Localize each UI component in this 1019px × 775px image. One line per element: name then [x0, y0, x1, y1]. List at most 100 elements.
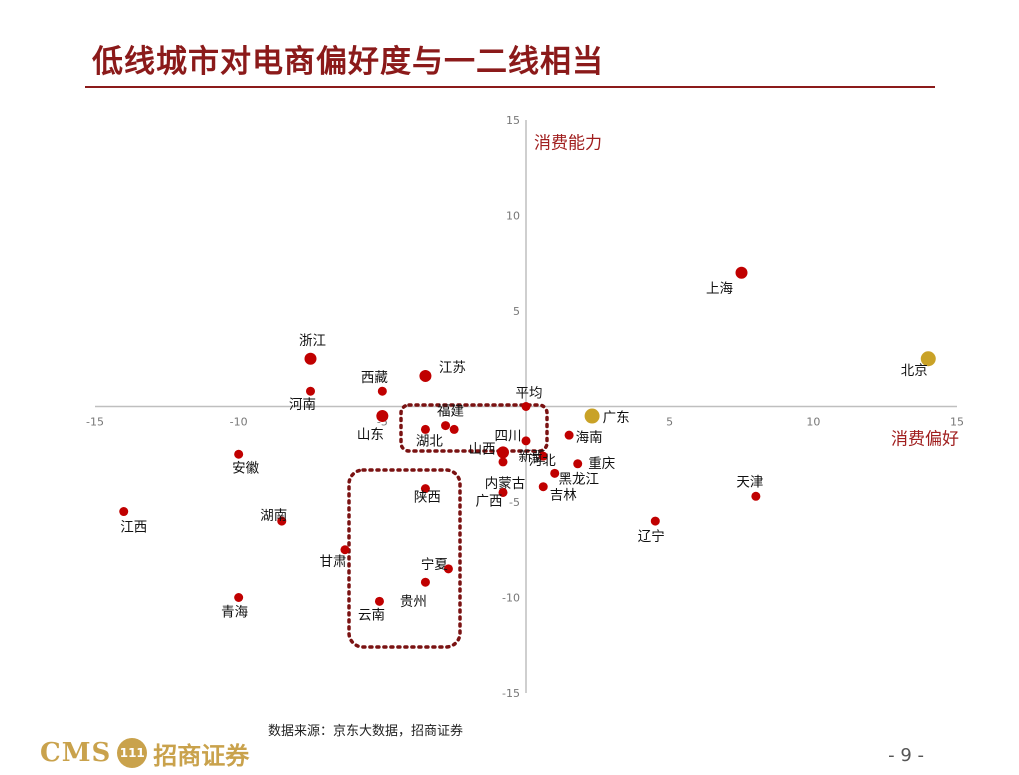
chart-point: 江苏	[419, 360, 466, 382]
data-point	[376, 410, 389, 423]
slide-title: 低线城市对电商偏好度与一二线相当	[92, 44, 604, 80]
chart-point: 天津	[736, 474, 763, 501]
y-tick-label: -15	[502, 687, 520, 700]
point-label: 福建	[437, 404, 464, 420]
point-label: 青海	[221, 605, 248, 621]
highlight-box-central	[399, 403, 549, 453]
data-point	[234, 593, 244, 602]
data-point	[119, 507, 129, 517]
company-logo: CMS 111 招商证券	[40, 733, 249, 773]
point-label: 安徽	[232, 460, 259, 476]
chart-point: 云南	[358, 596, 385, 623]
chart-point: 重庆	[573, 456, 615, 472]
chart-point: 平均	[516, 386, 543, 411]
point-label: 西藏	[361, 370, 388, 386]
data-point	[377, 386, 387, 396]
point-label: 广东	[603, 410, 630, 426]
point-label: 山西	[469, 441, 496, 457]
point-label: 内蒙古	[485, 476, 526, 492]
data-point	[920, 351, 936, 367]
data-point	[498, 457, 508, 467]
chart-point: 海南	[564, 430, 603, 446]
point-label: 江西	[120, 520, 147, 536]
point-label: 河北	[529, 453, 557, 469]
point-label: 河南	[289, 397, 316, 413]
chart-point: 西藏	[361, 370, 388, 396]
x-tick-label: 5	[666, 416, 673, 429]
point-label: 天津	[736, 474, 763, 490]
chart-point: 浙江	[299, 333, 326, 365]
chart-point: 贵州	[400, 577, 430, 610]
x-tick-label: 15	[950, 416, 964, 429]
point-label: 湖北	[416, 433, 443, 449]
data-point	[420, 577, 430, 587]
data-point	[234, 449, 244, 459]
point-label: 云南	[358, 607, 385, 623]
point-label: 新疆	[519, 449, 546, 465]
data-point	[441, 421, 451, 431]
title-divider	[85, 86, 935, 88]
point-label: 北京	[901, 363, 928, 379]
chart-point: 陕西	[414, 484, 441, 506]
x-tick-label: -15	[86, 416, 104, 429]
point-label: 宁夏	[421, 556, 448, 573]
y-tick-label: 15	[506, 114, 520, 127]
chart-point: 宁夏	[421, 556, 453, 574]
data-point	[550, 468, 560, 478]
chart-point: 广东	[584, 408, 630, 426]
chart-point: 甘肃	[319, 545, 350, 570]
chart-point: 辽宁	[638, 516, 665, 545]
point-label: 山东	[357, 427, 384, 443]
data-point	[497, 446, 510, 459]
data-point	[521, 436, 531, 446]
point-label: 甘肃	[319, 554, 346, 570]
data-point	[650, 516, 660, 526]
data-point	[277, 516, 287, 526]
y-tick-label: -10	[502, 592, 520, 605]
data-point	[538, 482, 548, 492]
chart-point: 新疆	[519, 436, 546, 465]
x-axis-label: 消费偏好	[891, 430, 959, 450]
y-tick-label: -5	[509, 496, 520, 509]
chart-point: 河北	[529, 451, 557, 469]
highlight-box-lowtier	[347, 468, 462, 649]
chart-point: 湖北	[416, 424, 443, 449]
chart-point: 福建	[437, 404, 464, 431]
point-label: 广西	[476, 493, 503, 509]
chart-point: 山东	[357, 410, 389, 443]
chart-point: 北京	[901, 351, 936, 379]
chart-point: 河南	[289, 386, 316, 413]
chart-point: 安徽	[232, 449, 260, 476]
point-label: 吉林	[550, 488, 578, 504]
chart-point: 湖南	[260, 508, 287, 526]
point-label: 江苏	[439, 360, 466, 376]
data-point	[751, 491, 761, 501]
data-point	[340, 545, 350, 555]
data-point	[584, 408, 600, 424]
data-source: 数据来源：京东大数据，招商证券	[268, 724, 464, 739]
data-point	[419, 369, 432, 382]
chart-point: 江西	[119, 507, 147, 536]
data-point	[306, 386, 315, 396]
point-label: 湖南	[260, 508, 287, 524]
logo-company-name: 招商证券	[153, 740, 250, 770]
point-label: 浙江	[299, 333, 326, 349]
chart-point: 四川	[495, 428, 522, 459]
chart-point: 内蒙古	[485, 457, 526, 492]
point-label: 贵州	[400, 594, 427, 610]
data-point	[735, 266, 748, 279]
chart-point: 青海	[221, 593, 248, 621]
chart-point: 山西	[449, 424, 496, 457]
y-tick-label: 5	[513, 305, 520, 318]
x-tick-label: -10	[230, 416, 248, 429]
y-axis-label: 消费能力	[534, 134, 602, 154]
point-label: 重庆	[588, 456, 615, 472]
x-tick-label: 10	[806, 416, 820, 429]
data-point	[573, 459, 583, 469]
data-point	[449, 424, 459, 434]
point-label: 海南	[576, 430, 603, 446]
point-label: 平均	[516, 386, 543, 402]
page-number: - 9 -	[888, 745, 924, 766]
